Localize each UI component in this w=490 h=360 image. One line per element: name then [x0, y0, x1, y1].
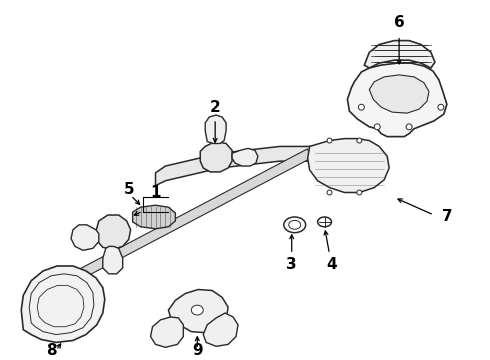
- Ellipse shape: [327, 190, 332, 195]
- Polygon shape: [365, 41, 435, 68]
- Ellipse shape: [318, 217, 332, 227]
- Polygon shape: [150, 317, 183, 347]
- Ellipse shape: [357, 138, 362, 143]
- Ellipse shape: [289, 220, 301, 229]
- Polygon shape: [21, 266, 105, 342]
- Polygon shape: [200, 141, 232, 172]
- Polygon shape: [232, 148, 258, 166]
- Polygon shape: [347, 63, 447, 137]
- Text: 3: 3: [287, 257, 297, 271]
- Polygon shape: [308, 139, 389, 193]
- Text: 8: 8: [46, 343, 56, 358]
- Polygon shape: [71, 225, 99, 250]
- Ellipse shape: [358, 104, 365, 110]
- Polygon shape: [205, 115, 226, 144]
- Ellipse shape: [374, 124, 380, 130]
- Text: 5: 5: [123, 182, 134, 197]
- Text: 1: 1: [150, 185, 161, 200]
- Polygon shape: [169, 289, 228, 333]
- Text: 9: 9: [192, 343, 202, 358]
- Text: 2: 2: [210, 100, 220, 115]
- Polygon shape: [103, 246, 122, 274]
- Ellipse shape: [406, 124, 412, 130]
- Polygon shape: [369, 75, 429, 113]
- Ellipse shape: [191, 305, 203, 315]
- Ellipse shape: [284, 217, 306, 233]
- Polygon shape: [96, 215, 131, 249]
- Text: 7: 7: [441, 210, 452, 225]
- Polygon shape: [155, 147, 354, 186]
- Text: 6: 6: [394, 15, 405, 31]
- Polygon shape: [133, 205, 175, 229]
- Polygon shape: [203, 313, 238, 346]
- Text: 4: 4: [326, 257, 337, 271]
- Ellipse shape: [357, 190, 362, 195]
- Ellipse shape: [438, 104, 444, 110]
- Ellipse shape: [327, 138, 332, 143]
- Polygon shape: [78, 149, 312, 278]
